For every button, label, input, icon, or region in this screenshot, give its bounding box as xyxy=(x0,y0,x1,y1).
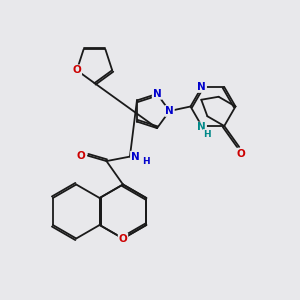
Text: H: H xyxy=(142,158,149,166)
Text: N: N xyxy=(153,89,161,99)
Text: N: N xyxy=(165,106,174,116)
Text: O: O xyxy=(77,151,86,161)
Text: O: O xyxy=(236,148,245,159)
Text: N: N xyxy=(197,82,206,92)
Text: O: O xyxy=(118,233,127,244)
Text: O: O xyxy=(72,65,81,75)
Text: N: N xyxy=(197,122,206,133)
Text: N: N xyxy=(131,152,140,162)
Text: H: H xyxy=(203,130,211,139)
